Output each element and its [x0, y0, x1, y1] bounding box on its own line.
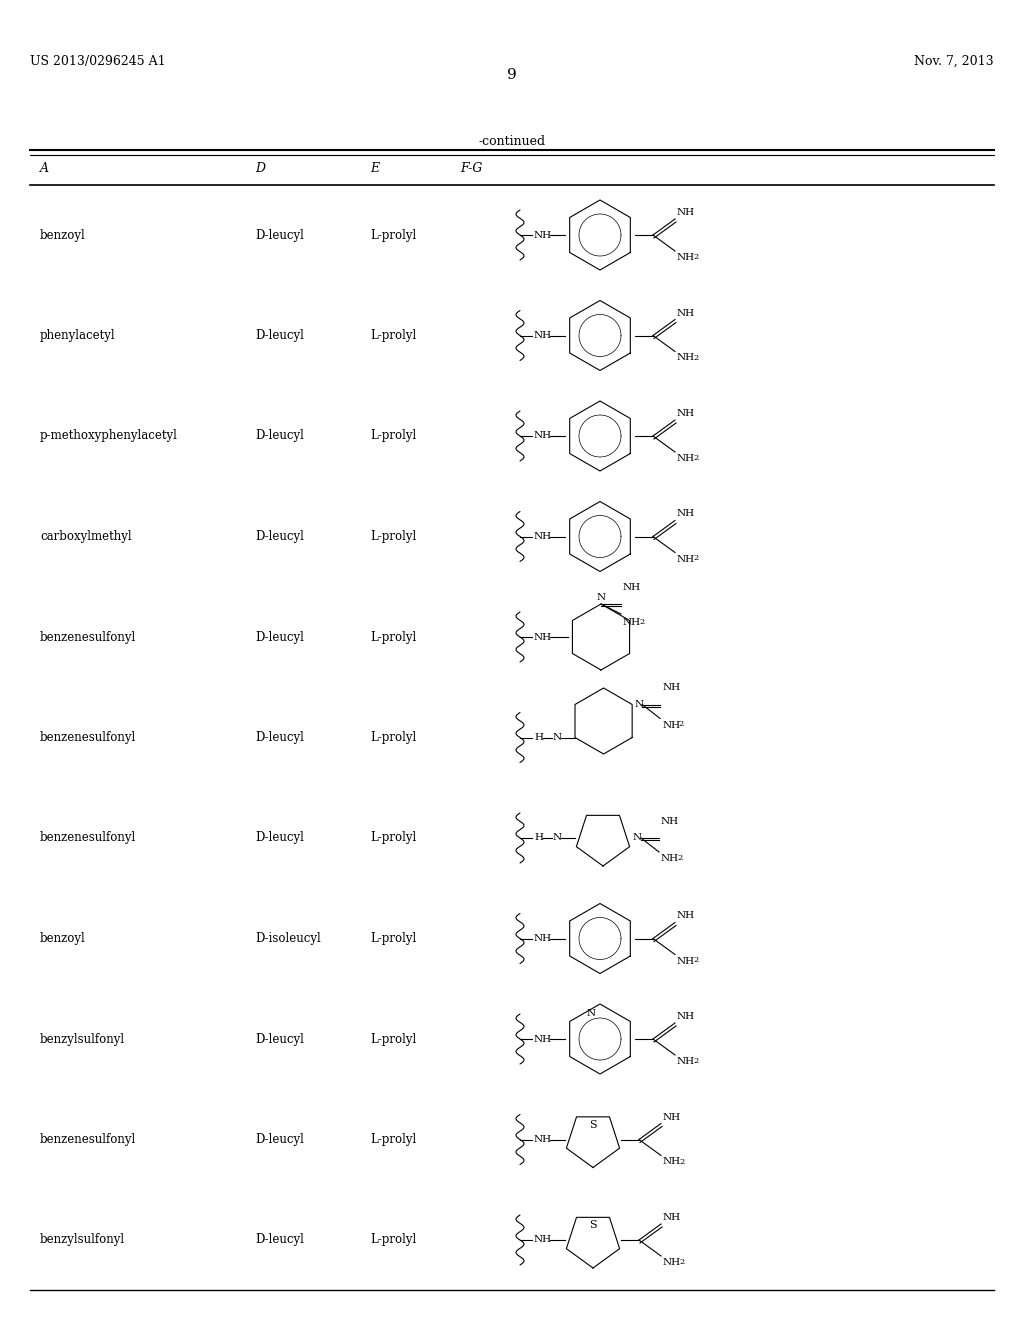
Text: 2: 2 [693, 454, 698, 462]
Text: D-leucyl: D-leucyl [255, 228, 304, 242]
Text: -continued: -continued [478, 135, 546, 148]
Text: NH: NH [662, 854, 679, 863]
Text: L-prolyl: L-prolyl [370, 329, 416, 342]
Text: L-prolyl: L-prolyl [370, 531, 416, 543]
Text: NH: NH [677, 354, 695, 363]
Text: NH: NH [534, 935, 552, 942]
Text: NH: NH [677, 409, 695, 418]
Text: NH: NH [534, 432, 552, 441]
Text: benzenesulfonyl: benzenesulfonyl [40, 631, 136, 644]
Text: 2: 2 [679, 1258, 684, 1266]
Text: L-prolyl: L-prolyl [370, 1032, 416, 1045]
Text: D-leucyl: D-leucyl [255, 329, 304, 342]
Text: 2: 2 [693, 554, 698, 562]
Text: NH: NH [663, 1213, 681, 1222]
Text: D-leucyl: D-leucyl [255, 429, 304, 442]
Text: NH: NH [662, 817, 679, 826]
Text: 2: 2 [678, 721, 683, 729]
Text: NH: NH [534, 1135, 552, 1144]
Text: N: N [553, 733, 562, 742]
Text: 2: 2 [693, 1057, 698, 1065]
Text: NH: NH [677, 309, 695, 318]
Text: L-prolyl: L-prolyl [370, 1133, 416, 1146]
Text: phenylacetyl: phenylacetyl [40, 329, 116, 342]
Text: L-prolyl: L-prolyl [370, 1233, 416, 1246]
Text: E: E [370, 161, 379, 174]
Text: benzylsulfonyl: benzylsulfonyl [40, 1233, 125, 1246]
Text: D-leucyl: D-leucyl [255, 1032, 304, 1045]
Text: 2: 2 [639, 618, 644, 626]
Text: A: A [40, 161, 49, 174]
Text: D-leucyl: D-leucyl [255, 1133, 304, 1146]
Text: L-prolyl: L-prolyl [370, 228, 416, 242]
Text: benzoyl: benzoyl [40, 228, 86, 242]
Text: D: D [255, 161, 265, 174]
Text: NH: NH [534, 1035, 552, 1044]
Text: D-leucyl: D-leucyl [255, 1233, 304, 1246]
Text: 9: 9 [507, 69, 517, 82]
Text: 2: 2 [679, 1158, 684, 1166]
Text: F-G: F-G [460, 161, 482, 174]
Text: NH: NH [534, 632, 552, 642]
Text: L-prolyl: L-prolyl [370, 429, 416, 442]
Text: benzenesulfonyl: benzenesulfonyl [40, 832, 136, 845]
Text: H: H [534, 733, 543, 742]
Text: D-leucyl: D-leucyl [255, 631, 304, 644]
Text: N: N [587, 1008, 596, 1018]
Text: NH: NH [677, 454, 695, 463]
Text: NH: NH [663, 721, 680, 730]
Text: L-prolyl: L-prolyl [370, 832, 416, 845]
Text: N: N [634, 700, 643, 709]
Text: NH: NH [623, 618, 641, 627]
Text: 2: 2 [693, 957, 698, 965]
Text: NH: NH [534, 331, 552, 341]
Text: US 2013/0296245 A1: US 2013/0296245 A1 [30, 55, 166, 69]
Text: NH: NH [677, 209, 695, 216]
Text: NH: NH [677, 1057, 695, 1067]
Text: NH: NH [663, 1158, 681, 1167]
Text: NH: NH [677, 554, 695, 564]
Text: NH: NH [534, 1236, 552, 1245]
Text: NH: NH [663, 684, 680, 693]
Text: L-prolyl: L-prolyl [370, 731, 416, 744]
Text: S: S [589, 1220, 597, 1230]
Text: 2: 2 [693, 354, 698, 362]
Text: N: N [553, 833, 562, 842]
Text: Nov. 7, 2013: Nov. 7, 2013 [914, 55, 994, 69]
Text: NH: NH [677, 957, 695, 965]
Text: D-leucyl: D-leucyl [255, 731, 304, 744]
Text: benzoyl: benzoyl [40, 932, 86, 945]
Text: D-leucyl: D-leucyl [255, 832, 304, 845]
Text: NH: NH [663, 1113, 681, 1122]
Text: N: N [633, 833, 642, 842]
Text: 2: 2 [693, 253, 698, 261]
Text: NH: NH [677, 912, 695, 920]
Text: L-prolyl: L-prolyl [370, 631, 416, 644]
Text: D-isoleucyl: D-isoleucyl [255, 932, 321, 945]
Text: benzenesulfonyl: benzenesulfonyl [40, 1133, 136, 1146]
Text: NH: NH [663, 1258, 681, 1267]
Text: benzenesulfonyl: benzenesulfonyl [40, 731, 136, 744]
Text: benzylsulfonyl: benzylsulfonyl [40, 1032, 125, 1045]
Text: N: N [596, 593, 605, 602]
Text: NH: NH [677, 1012, 695, 1020]
Text: 2: 2 [677, 854, 682, 862]
Text: D-leucyl: D-leucyl [255, 531, 304, 543]
Text: NH: NH [677, 510, 695, 519]
Text: H: H [534, 833, 543, 842]
Text: NH: NH [534, 532, 552, 541]
Text: carboxylmethyl: carboxylmethyl [40, 531, 132, 543]
Text: NH: NH [677, 253, 695, 261]
Text: NH: NH [623, 583, 641, 591]
Text: p-methoxyphenylacetyl: p-methoxyphenylacetyl [40, 429, 178, 442]
Text: L-prolyl: L-prolyl [370, 932, 416, 945]
Text: NH: NH [534, 231, 552, 239]
Text: S: S [589, 1119, 597, 1130]
